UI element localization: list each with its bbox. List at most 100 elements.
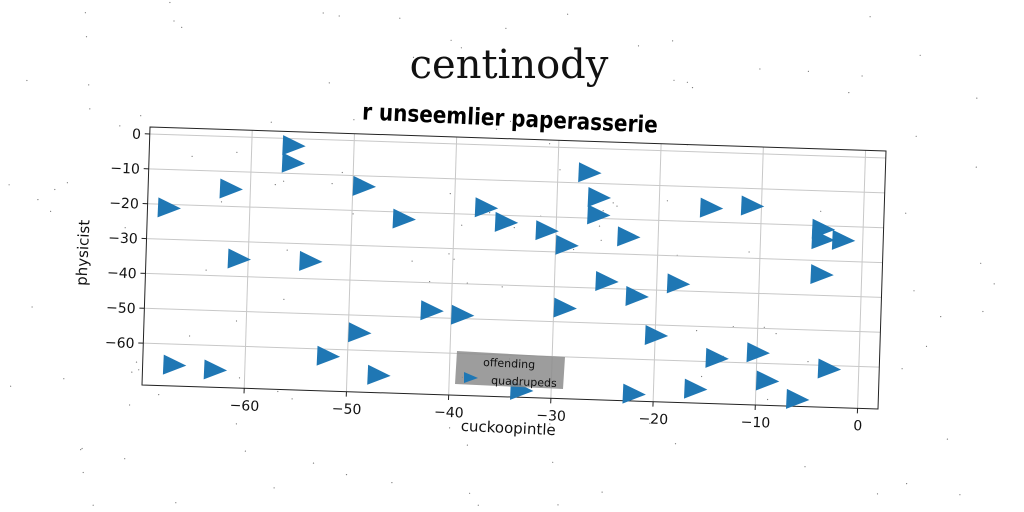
background-speck [925, 345, 928, 347]
background-speck [701, 375, 703, 378]
background-speck [513, 227, 515, 229]
background-speck [549, 143, 551, 145]
scatter-point [420, 300, 444, 321]
background-speck [63, 378, 65, 380]
background-speck [666, 200, 669, 202]
background-speck [8, 184, 10, 186]
background-speck [353, 119, 355, 121]
scatter-point [705, 347, 729, 368]
background-speck [691, 87, 694, 89]
background-speck [820, 210, 822, 212]
scatter-point [644, 324, 669, 345]
background-speck [674, 443, 677, 445]
background-speck [466, 444, 468, 446]
data-markers [157, 135, 856, 409]
background-speck [10, 385, 12, 387]
background-speck [848, 92, 850, 94]
background-speck [775, 333, 777, 335]
background-speck [759, 68, 761, 70]
background-speck [449, 427, 451, 429]
scatter-point [352, 175, 377, 196]
background-speck [273, 487, 275, 489]
legend-label-line2: quadrupeds [491, 374, 557, 390]
scatter-point [831, 229, 856, 250]
background-speck [489, 212, 491, 214]
scatter-point [157, 197, 181, 218]
background-speck [906, 483, 908, 485]
scatter-point [281, 152, 306, 173]
x-tick-label: −60 [229, 398, 259, 415]
background-speck [980, 262, 982, 264]
background-speck [450, 39, 452, 41]
scatter-point [817, 358, 842, 379]
x-axis-label: cuckoopintle [460, 417, 556, 439]
background-speck [460, 47, 462, 49]
x-tick-label: −30 [536, 408, 566, 425]
background-speck [767, 398, 769, 401]
background-speck [982, 310, 984, 313]
background-speck [37, 199, 39, 201]
scatter-point [811, 229, 835, 250]
scatter-point [587, 204, 611, 225]
scatter-point [699, 197, 724, 218]
scatter-point [785, 388, 810, 409]
background-speck [205, 269, 207, 271]
background-speck [993, 283, 995, 285]
background-speck [807, 70, 810, 72]
chart-suptitle: centinody [410, 42, 609, 88]
scatter-point [746, 342, 770, 363]
background-speck [175, 502, 177, 504]
background-speck [495, 128, 498, 130]
scatter-point [578, 162, 602, 183]
background-speck [414, 114, 416, 116]
plot-frame [141, 126, 887, 410]
scatter-point [494, 211, 519, 232]
plot-area: −60 −50 −40 −30 −20 −10 0 0 −10 −20 −30 −40 −50 −60 o… [105, 126, 887, 435]
y-tick-label: −50 [106, 300, 136, 317]
axis-ticks: −60 −50 −40 −30 −20 −10 0 0 −10 −20 −30 −40 −50 −60 [105, 127, 863, 435]
background-speck [85, 36, 88, 38]
background-speck [189, 335, 191, 337]
background-speck [959, 494, 961, 496]
background-speck [129, 404, 131, 406]
background-speck [905, 212, 907, 214]
x-gridline [345, 133, 355, 392]
x-gridline [857, 150, 867, 409]
background-speck [686, 81, 689, 83]
background-speck [277, 390, 279, 393]
background-speck [412, 56, 415, 59]
scatter-point [227, 248, 251, 269]
background-speck [946, 438, 949, 440]
background-speck [322, 12, 324, 14]
background-speck [602, 210, 604, 212]
background-speck [26, 79, 28, 82]
y-tick-label: −20 [109, 195, 139, 212]
background-speck [345, 474, 348, 476]
y-axis-label: physicist [73, 219, 94, 286]
background-speck [804, 466, 806, 468]
background-speck [461, 224, 463, 226]
background-speck [173, 20, 175, 22]
background-speck [466, 282, 468, 284]
background-speck [549, 423, 551, 425]
y-gridline [149, 133, 886, 159]
background-speck [509, 120, 512, 122]
background-speck [573, 248, 575, 251]
background-speck [328, 82, 330, 84]
x-tick-label: −10 [740, 414, 770, 431]
background-speck [341, 171, 343, 174]
background-speck [598, 225, 601, 227]
background-speck [291, 398, 293, 400]
scatter-point [474, 197, 499, 218]
legend: offending quadrupeds [455, 351, 565, 390]
background-speck [84, 12, 86, 14]
background-speck [807, 361, 809, 363]
scatter-point [299, 250, 323, 271]
y-tick-label: 0 [132, 127, 142, 143]
background-speck [50, 210, 52, 212]
background-speck [236, 151, 238, 153]
background-speck [649, 422, 651, 424]
background-speck [283, 180, 285, 182]
chart-title: r unseemlier paperasserie [362, 99, 659, 139]
